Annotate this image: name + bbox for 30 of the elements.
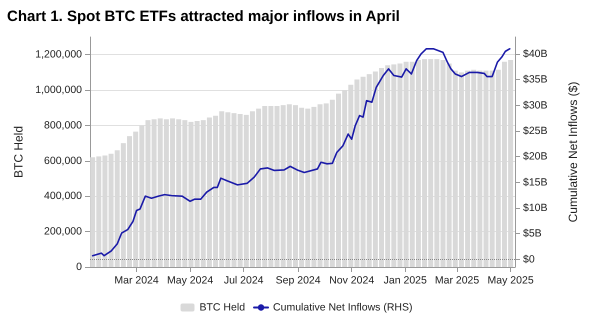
- legend-label: Cumulative Net Inflows (RHS): [273, 302, 412, 314]
- y-tick-label: 600,000: [44, 154, 82, 167]
- x-tick-label: Nov 2024: [329, 274, 374, 286]
- y-tick-label: 400,000: [44, 190, 82, 202]
- chart-title: Chart 1. Spot BTC ETFs attracted major inflows in April: [7, 8, 400, 25]
- x-tick-label: May 2024: [167, 274, 214, 286]
- x-tick-label: Mar 2024: [114, 274, 159, 286]
- y-tick-label: 1,200,000: [35, 48, 82, 61]
- y2-tick-label: $10B: [523, 202, 548, 214]
- x-tick-label: Jan 2025: [384, 274, 427, 286]
- y-tick-label: 0: [76, 261, 82, 273]
- y2-tick-label: $40B: [523, 48, 548, 60]
- legend-label: BTC Held: [200, 302, 246, 314]
- y2-tick-label: $25B: [523, 124, 548, 137]
- y-tick-label: 200,000: [44, 226, 82, 238]
- y-tick-label: 800,000: [44, 119, 82, 132]
- y2-tick-label: $35B: [523, 74, 548, 86]
- y2-tick-label: $0: [523, 253, 535, 266]
- x-tick-label: May 2025: [488, 274, 534, 286]
- x-tick-label: Mar 2025: [434, 274, 480, 286]
- line-series: [92, 48, 511, 257]
- y2-tick-label: $5B: [523, 228, 542, 240]
- y2-tick-label: $20B: [523, 150, 548, 163]
- x-tick-label: Jul 2024: [224, 274, 264, 286]
- x-tick-label: Sep 2024: [276, 274, 321, 286]
- y2-tick-label: $15B: [523, 176, 548, 188]
- y2-axis-title: Cumulative Net Inflows ($): [566, 82, 580, 222]
- y2-tick-label: $30B: [523, 99, 548, 112]
- y-tick-label: 1,000,000: [35, 84, 82, 96]
- y-axis-title: BTC Held: [11, 126, 26, 178]
